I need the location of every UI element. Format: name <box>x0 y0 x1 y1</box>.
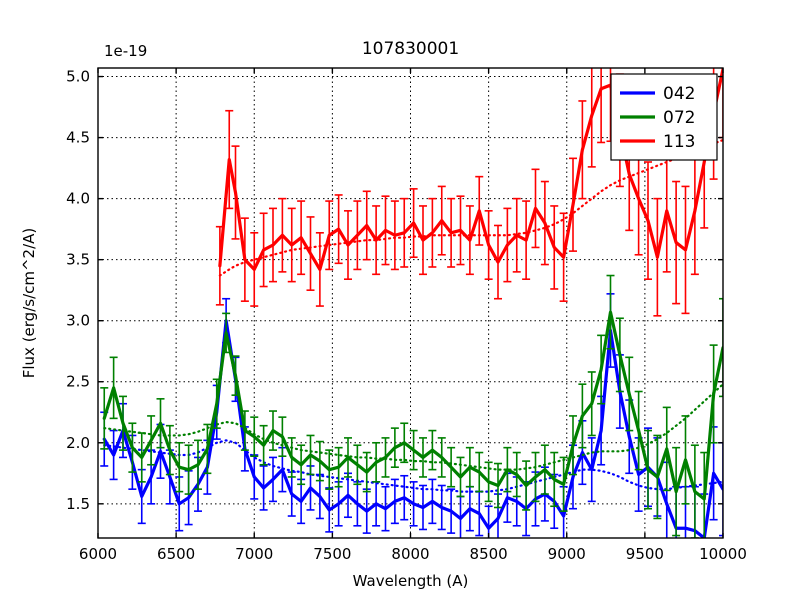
y-tick-label: 3.5 <box>66 251 90 269</box>
x-tick-label: 6500 <box>157 545 195 563</box>
smooth-072 <box>103 383 723 471</box>
series-113 <box>215 68 723 317</box>
y-tick-label: 2.5 <box>66 373 90 391</box>
x-tick-label: 7500 <box>313 545 351 563</box>
y-tick-label: 4.5 <box>66 129 90 147</box>
chart-title: 107830001 <box>362 39 459 59</box>
y-tick-label: 4.0 <box>66 190 90 208</box>
series-072 <box>100 274 723 538</box>
legend-label-042: 042 <box>663 84 695 104</box>
y-axis-offset-label: 1e-19 <box>104 42 147 60</box>
legend-label-072: 072 <box>663 108 695 128</box>
y-axis-label: Flux (erg/s/cm^2/A) <box>20 228 38 379</box>
x-tick-label: 9500 <box>626 545 664 563</box>
legend[interactable]: 042 072 113 <box>610 73 718 161</box>
x-axis-label: Wavelength (A) <box>353 572 469 590</box>
line-072 <box>102 310 723 501</box>
legend-label-113: 113 <box>663 132 695 152</box>
y-tick-label: 2.0 <box>66 434 90 452</box>
y-tick-label: 5.0 <box>66 68 90 86</box>
x-tick-label: 6000 <box>79 545 117 563</box>
tick-labels: 6000 6500 7000 7500 8000 8500 9000 9500 10000 1.5… <box>66 68 747 563</box>
data-series-group <box>100 68 723 538</box>
y-tick-label: 3.0 <box>66 312 90 330</box>
x-tick-label: 9000 <box>548 545 586 563</box>
line-113 <box>218 68 723 272</box>
y-tick-label: 1.5 <box>66 495 90 513</box>
x-tick-label: 7000 <box>235 545 273 563</box>
x-tick-label: 10000 <box>699 545 747 563</box>
x-tick-label: 8500 <box>470 545 508 563</box>
x-tick-label: 8000 <box>391 545 429 563</box>
